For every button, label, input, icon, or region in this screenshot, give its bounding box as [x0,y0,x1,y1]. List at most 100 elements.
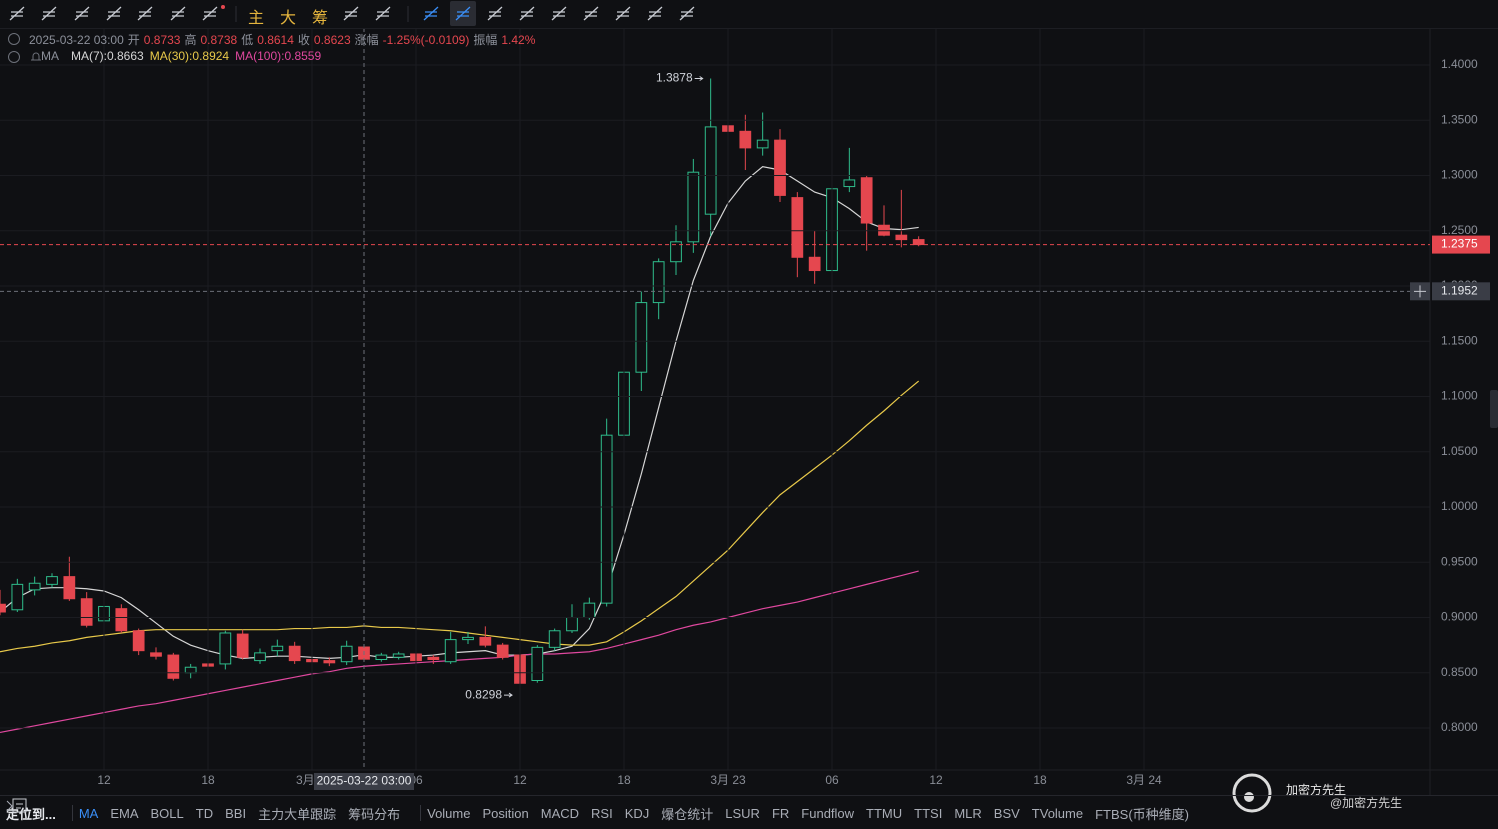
indicator-tab[interactable]: TD [195,805,214,821]
candle-body [895,234,908,241]
y-tick-label: 0.9000 [1441,610,1478,624]
tool-icon[interactable] [202,6,218,21]
candle-body [46,576,58,585]
panel-tab[interactable]: TTSI [914,805,943,821]
last-price-box [1432,235,1490,254]
tool-glyph [74,6,90,21]
x-tick-label: 12 [513,773,527,787]
candle-body [150,652,162,657]
panel-tab[interactable]: Position [482,805,529,821]
indicator-tab[interactable]: BOLL [150,805,184,821]
crosshair-price-label: 1.1952 [1441,283,1478,297]
tool-icon[interactable] [375,6,391,21]
candle-body [167,654,180,679]
x-tick-label: 12 [929,773,943,787]
ohlc-info: 2025-03-22 03:00 开 0.8733 高 0.8738 低 0.8614 收 0.… [29,31,535,48]
tool-icon[interactable] [487,6,503,21]
y-tick-label: 1.1500 [1441,333,1478,347]
tool-icon[interactable] [647,6,663,21]
candle-body [0,603,6,613]
candle-body [236,633,249,658]
panel-tab[interactable]: 爆仓统计 [661,806,714,822]
tool-glyph [423,6,439,21]
tool-icon[interactable] [74,6,90,21]
toggle-icon [8,51,20,63]
y-tick-label: 1.1000 [1441,389,1478,403]
extreme-label: 0.8298 [465,687,502,701]
panel-tab[interactable]: Volume [427,805,471,821]
y-tick-label: 1.4000 [1441,57,1478,71]
tool-icon[interactable] [519,6,535,21]
panel-tab[interactable]: RSI [591,805,613,821]
panel-tab[interactable]: MLR [954,805,982,821]
candle-body [860,177,873,224]
tool-icon[interactable] [423,6,439,21]
panel-handle [1490,390,1498,428]
tool-glyph [343,6,359,21]
panel-tab[interactable]: TVolume [1031,805,1084,821]
toolbar-label[interactable]: 主 [248,10,265,27]
tool-icon[interactable] [679,6,695,21]
calendar-icon[interactable] [0,796,30,816]
crosshair-time: 2025-03-22 03:00 [29,32,124,47]
indicator-tab[interactable]: BBI [225,805,247,821]
panel-tab[interactable]: Fundflow [801,805,855,821]
change-key: 涨幅 [354,33,379,47]
x-tick-label: 06 [825,773,839,787]
panel-tab[interactable]: MACD [540,805,580,821]
tool-icon[interactable] [583,6,599,21]
x-tick-label: 18 [201,773,215,787]
tool-icon[interactable] [343,6,359,21]
ohlc-value: 0.8614 [257,32,294,47]
tool-icon[interactable] [615,6,631,21]
legend-name: MA(100): [235,49,285,63]
candle-body [774,139,786,196]
bell-icon [31,52,41,61]
candle-body [531,646,544,681]
indicator-tab[interactable]: 筹码分布 [348,806,401,822]
more-chevron[interactable] [0,796,20,816]
panel-tab[interactable]: LSUR [725,805,760,821]
tool-glyph [375,6,391,21]
tool-glyph [647,6,663,21]
legend: MA MA(7):0.8663 MA(30):0.8924 MA(100):0.855… [29,49,321,63]
y-tick-label: 1.0000 [1441,499,1478,513]
indicator-tab[interactable]: EMA [110,805,139,821]
panel-tab[interactable]: TTMU [866,805,903,821]
extreme-label: 1.3878 [656,71,693,85]
candle-body [843,179,856,188]
panel-tab[interactable]: KDJ [624,805,650,821]
candle-body [63,576,76,600]
panel-tab[interactable]: FR [771,805,790,821]
candle-body [878,224,890,236]
x-tick-label: 3月 24 [1126,773,1162,787]
tool-icon[interactable] [170,6,186,21]
panel-tab[interactable]: FTBS(币种维度) [1095,806,1189,822]
tool-icon[interactable] [9,6,25,21]
tool-icon[interactable] [450,1,476,26]
candle-body [600,434,613,604]
candle-body [271,645,284,652]
toolbar-label[interactable]: 大 [280,10,297,27]
x-tick-label: 18 [1033,773,1047,787]
toolbar-label[interactable]: 筹 [312,10,329,27]
indicator-tab[interactable]: 主力大单跟踪 [258,806,337,822]
tool-glyph [137,6,153,21]
candle-body [340,645,353,663]
tool-icon[interactable] [106,6,122,21]
tool-icon[interactable] [551,6,567,21]
legend-value: 0.8559 [284,49,322,63]
legend-name: MA(30): [149,49,193,63]
indicator-tab[interactable]: MA [78,805,99,821]
ohlc-key: 高 [184,33,197,47]
tool-icon[interactable] [137,6,153,21]
extreme-arrow [504,692,513,698]
y-tick-label: 1.3000 [1441,168,1478,182]
legend-name: MA(7): [71,49,107,63]
tool-icon[interactable] [41,6,57,21]
legend-item: MA(100):0.8559 [235,49,321,63]
candle-body [132,630,145,652]
panel-tab[interactable]: BSV [993,805,1020,821]
y-tick-label: 1.0500 [1441,444,1478,458]
locate-button[interactable]: 定位到... [6,806,56,822]
